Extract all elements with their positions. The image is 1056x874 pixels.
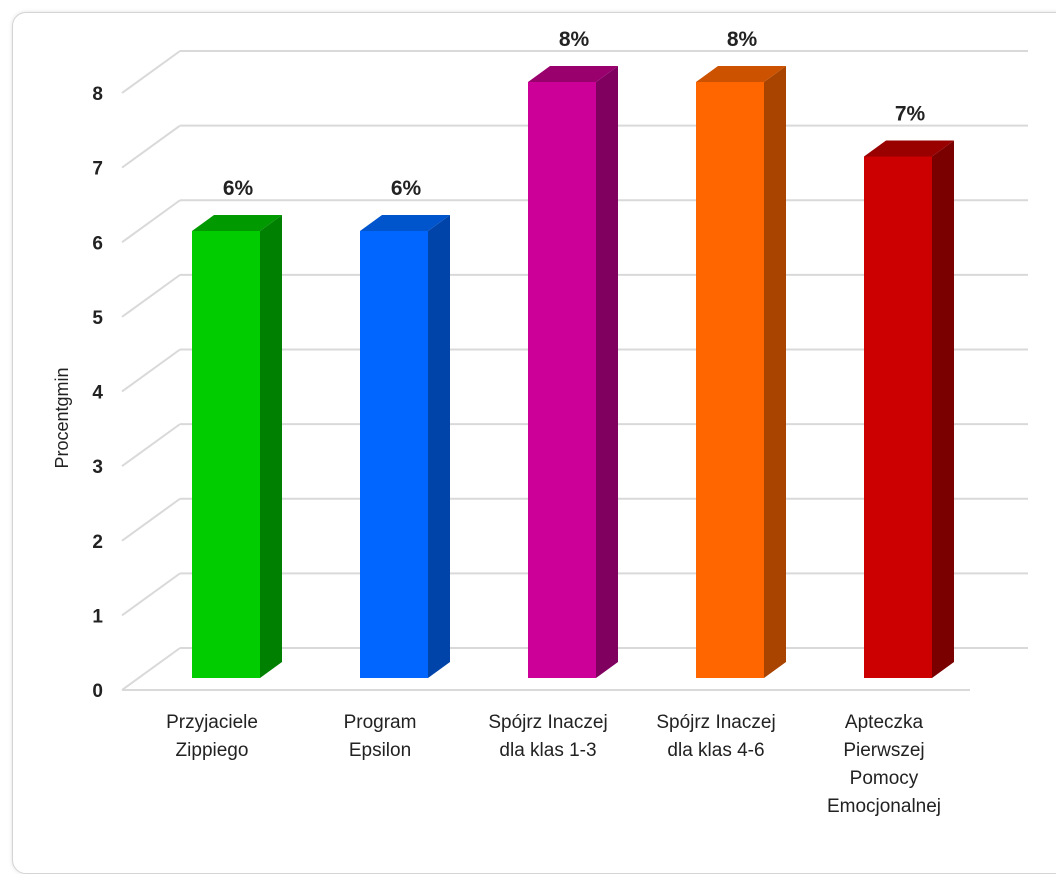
data-label: 8% <box>727 28 758 51</box>
gridline-diagonal <box>121 274 181 318</box>
bar-front <box>192 231 260 678</box>
gridline-diagonal <box>121 423 181 467</box>
bar <box>360 215 450 678</box>
bar <box>528 66 618 678</box>
y-tick-label: 2 <box>92 532 103 553</box>
y-tick-label: 6 <box>92 233 103 254</box>
y-tick-label: 7 <box>92 159 103 180</box>
data-label: 7% <box>895 103 926 126</box>
bar-side <box>260 215 282 678</box>
bar <box>696 66 786 678</box>
x-category-label: Pierwszej <box>843 740 924 761</box>
bar-top <box>864 140 954 157</box>
y-axis-title: Procentgmin <box>52 367 72 468</box>
category-labels: Przyjaciele Zippiego Program Epsilon Spójrz … <box>166 712 941 817</box>
gridline-diagonal <box>121 647 181 691</box>
bar-front <box>360 231 428 678</box>
x-category-label: Przyjaciele <box>166 712 258 733</box>
y-tick-label: 3 <box>92 457 103 478</box>
data-label: 6% <box>223 177 254 200</box>
y-tick-label: 8 <box>92 84 103 105</box>
gridline-diagonal <box>121 572 181 617</box>
data-label: 8% <box>559 28 590 51</box>
y-tick-label: 5 <box>92 308 103 329</box>
y-tick-label: 4 <box>92 383 103 404</box>
bar-top <box>360 215 450 231</box>
gridline-diagonal <box>121 124 181 169</box>
x-category-label: Spójrz Inaczej <box>656 712 775 733</box>
bar-side <box>764 66 786 678</box>
x-category-label: Program <box>344 712 417 733</box>
gridline-diagonal <box>121 199 181 244</box>
bar-side <box>932 140 954 678</box>
y-axis-ticks: 0 1 2 3 4 5 6 7 8 <box>92 84 103 702</box>
x-category-label: Apteczka <box>845 712 924 733</box>
gridline-diagonal <box>121 348 181 393</box>
bar-front <box>696 82 764 678</box>
x-category-label: Spójrz Inaczej <box>488 712 607 733</box>
bar <box>864 140 954 678</box>
gridline-diagonal <box>121 50 181 94</box>
bar <box>192 215 282 678</box>
y-tick-label: 0 <box>92 681 103 702</box>
x-category-label: dla klas 1-3 <box>499 740 596 761</box>
bar-front <box>528 82 596 678</box>
data-labels: 6% 6% 8% 8% 7% <box>223 28 926 200</box>
bar-chart: 0 1 2 3 4 5 6 7 8 6% 6% 8% 8% 7% Przyjaciele Zippiego… <box>52 28 1028 817</box>
bars <box>192 66 954 678</box>
x-category-label: Pomocy <box>850 768 919 789</box>
x-category-label: dla klas 4-6 <box>667 740 764 761</box>
data-label: 6% <box>391 177 422 200</box>
y-tick-label: 1 <box>92 606 103 627</box>
bar-top <box>192 215 282 231</box>
bar-side <box>596 66 618 678</box>
bar-top <box>696 66 786 82</box>
gridline-diagonal <box>121 497 181 542</box>
x-category-label: Emocjonalnej <box>827 796 941 817</box>
bar-top <box>528 66 618 82</box>
bar-front <box>864 156 932 678</box>
bar-side <box>428 215 450 678</box>
x-category-label: Epsilon <box>349 740 411 761</box>
x-category-label: Zippiego <box>176 740 249 761</box>
